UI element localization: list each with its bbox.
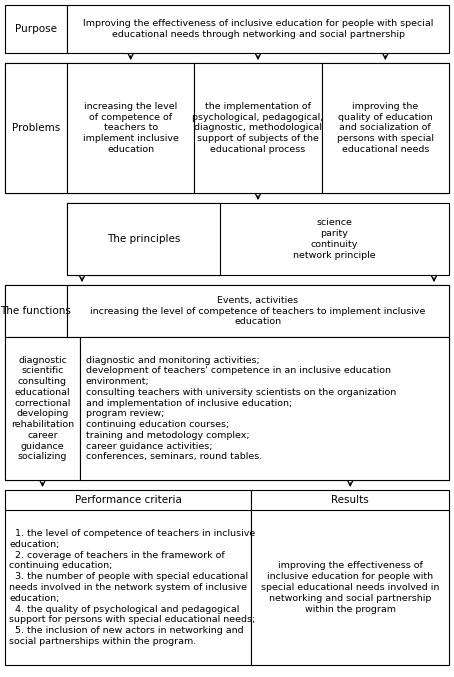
Bar — [5, 285, 67, 337]
Bar — [67, 63, 194, 193]
Text: 1. the level of competence of teachers in inclusive
education;
  2. coverage of : 1. the level of competence of teachers i… — [9, 529, 255, 646]
Text: science
parity
continuity
network principle: science parity continuity network princi… — [293, 219, 376, 259]
Text: Problems: Problems — [12, 123, 60, 133]
Text: diagnostic
scientific
consulting
educational
correctional
developing
rehabilitat: diagnostic scientific consulting educati… — [11, 355, 74, 461]
Bar — [194, 63, 322, 193]
Bar — [67, 203, 220, 275]
Bar — [67, 285, 449, 337]
Text: increasing the level
of competence of
teachers to
implement inclusive
education: increasing the level of competence of te… — [83, 102, 178, 154]
Bar — [5, 63, 449, 193]
Bar — [5, 285, 449, 480]
Text: The functions: The functions — [0, 306, 71, 316]
Bar — [80, 337, 449, 480]
Text: improving the effectiveness of
inclusive education for people with
special educa: improving the effectiveness of inclusive… — [261, 561, 439, 613]
Text: diagnostic and monitoring activities;
development of teachers' competence in an : diagnostic and monitoring activities; de… — [86, 355, 396, 461]
Bar — [252, 490, 449, 665]
Bar — [322, 63, 449, 193]
Text: The principles: The principles — [107, 234, 180, 244]
Text: Results: Results — [331, 495, 369, 505]
Bar — [5, 490, 252, 665]
Text: the implementation of
psychological, pedagogical,
diagnostic, methodological
sup: the implementation of psychological, ped… — [192, 102, 324, 154]
Text: improving the
quality of education
and socialization of
persons with special
edu: improving the quality of education and s… — [337, 102, 434, 154]
Bar — [67, 203, 449, 275]
Bar — [5, 63, 67, 193]
Bar — [5, 5, 67, 53]
Text: Improving the effectiveness of inclusive education for people with special
educa: Improving the effectiveness of inclusive… — [83, 19, 433, 39]
Bar — [67, 5, 449, 53]
Bar — [5, 337, 80, 480]
Text: Events, activities
increasing the level of competence of teachers to implement i: Events, activities increasing the level … — [90, 296, 426, 326]
Text: Performance criteria: Performance criteria — [75, 495, 182, 505]
Text: Purpose: Purpose — [15, 24, 57, 34]
